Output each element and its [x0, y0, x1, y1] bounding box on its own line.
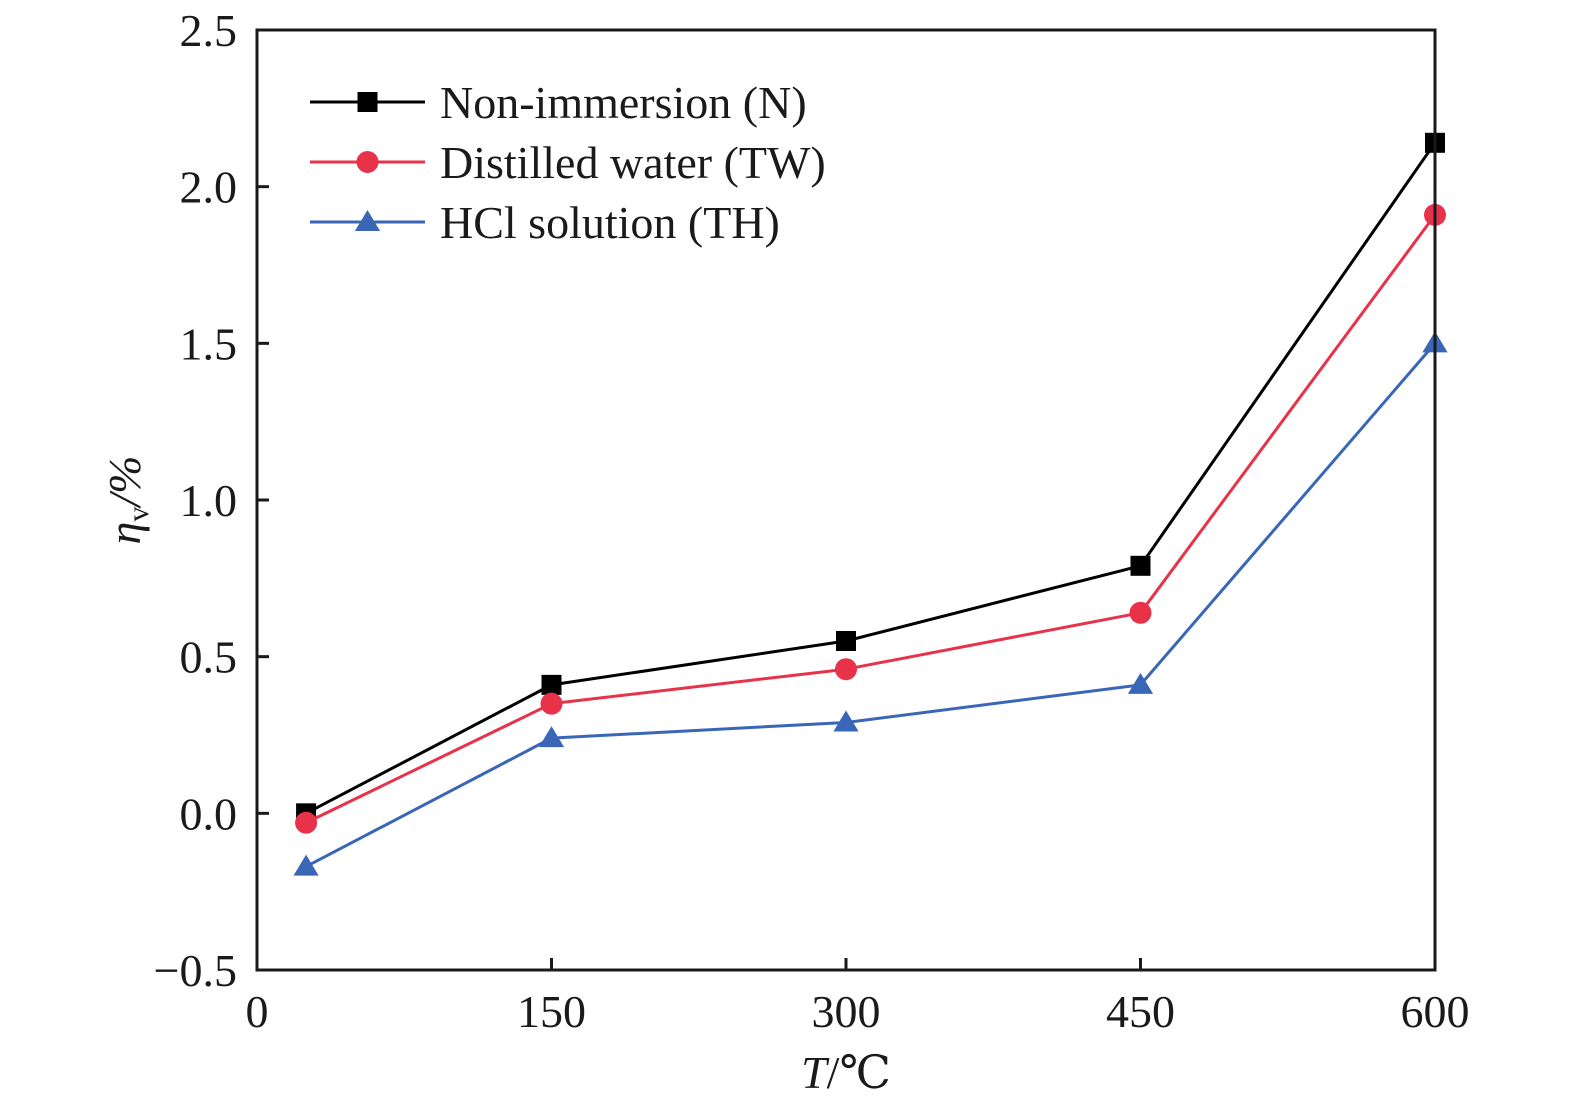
y-tick-label: −0.5 — [154, 945, 237, 996]
data-point-circle — [295, 811, 318, 834]
x-tick-label: 600 — [1401, 986, 1470, 1037]
legend-label: Non-immersion (N) — [440, 77, 807, 128]
y-tick-label: 0.0 — [180, 788, 238, 839]
data-point-triangle — [538, 726, 565, 748]
y-tick-label: 1.5 — [180, 318, 238, 369]
data-point-square — [1130, 555, 1151, 576]
x-tick-label: 150 — [517, 986, 586, 1037]
x-axis-unit: /℃ — [827, 1047, 891, 1098]
data-point-circle — [1129, 601, 1152, 624]
y-axis-subscript: v — [122, 507, 155, 522]
data-point-triangle — [1127, 672, 1154, 694]
x-tick-label: 450 — [1106, 986, 1175, 1037]
data-point-circle — [540, 692, 563, 715]
y-tick-label: 2.5 — [180, 5, 238, 56]
legend-item: Non-immersion (N) — [310, 77, 807, 128]
x-tick-label: 300 — [812, 986, 881, 1037]
legend-marker-triangle — [354, 210, 381, 231]
y-axis-unit: /% — [99, 456, 150, 510]
legend-label: HCl solution (TH) — [440, 197, 780, 248]
data-point-circle — [835, 658, 857, 681]
legend-item: Distilled water (TW) — [310, 137, 826, 188]
legend-label: Distilled water (TW) — [440, 137, 826, 188]
y-tick-label: 0.5 — [180, 632, 238, 683]
data-point-square — [541, 674, 562, 695]
data-point-square — [836, 631, 856, 651]
data-point-triangle — [833, 710, 859, 732]
y-tick-label: 2.0 — [180, 162, 238, 213]
x-axis-title: T/℃ — [801, 1047, 891, 1098]
x-axis-variable: T — [801, 1047, 830, 1098]
data-point-triangle — [293, 854, 319, 876]
series-triangle — [293, 331, 1448, 876]
tick-layer: 0 150 300 450 600 −0.5 0.0 0.5 1.0 1.5 2.0 2.5 — [154, 5, 1470, 1037]
legend-marker-square — [357, 92, 378, 112]
series-layer — [293, 132, 1448, 876]
y-axis-variable: η — [99, 522, 150, 545]
x-tick-label: 0 — [246, 986, 269, 1037]
y-tick-label: 1.0 — [180, 475, 238, 526]
legend-item: HCl solution (TH) — [310, 197, 780, 248]
y-axis-title: ηv/% — [99, 456, 155, 545]
legend-marker-circle — [356, 151, 379, 173]
legend: Non-immersion (N) Distilled water (TW) HCl… — [310, 77, 826, 248]
